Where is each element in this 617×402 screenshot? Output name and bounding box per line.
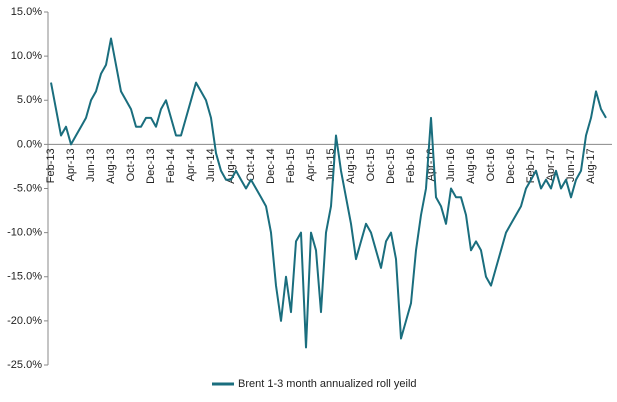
x-tick-label: Apr-13 xyxy=(65,148,77,181)
x-tick-label: Feb-14 xyxy=(165,148,177,183)
y-tick-label: 5.0% xyxy=(17,94,42,106)
x-tick-label: Feb-16 xyxy=(405,148,417,183)
x-tick-label: Feb-15 xyxy=(285,148,297,183)
x-tick-label: Jun-17 xyxy=(565,148,577,182)
series-line xyxy=(50,37,607,349)
y-tick-label: -10.0% xyxy=(7,227,42,239)
x-tick-label: Apr-17 xyxy=(545,148,557,181)
y-tick-label: 0.0% xyxy=(17,138,42,150)
y-tick-label: -25.0% xyxy=(7,359,42,371)
x-tick-label: Aug-15 xyxy=(345,148,357,183)
x-tick-label: Oct-14 xyxy=(245,148,257,181)
x-tick-label: Aug-16 xyxy=(465,148,477,183)
y-tick-label: -15.0% xyxy=(7,271,42,283)
x-tick-label: Feb-13 xyxy=(45,148,57,183)
x-tick-label: Oct-16 xyxy=(485,148,497,181)
x-tick-label: Dec-16 xyxy=(505,148,517,183)
x-tick-label: Apr-14 xyxy=(185,148,197,181)
x-tick-label: Jun-16 xyxy=(445,148,457,182)
x-tick-label: Aug-17 xyxy=(585,148,597,183)
legend-label: Brent 1-3 month annualized roll yeild xyxy=(238,378,417,390)
x-tick-label: Oct-15 xyxy=(365,148,377,181)
x-tick-label: Dec-15 xyxy=(385,148,397,183)
y-tick-label: 15.0% xyxy=(11,6,42,18)
x-tick-label: Aug-13 xyxy=(105,148,117,183)
x-tick-label: Jun-13 xyxy=(85,148,97,182)
y-tick-label: 10.0% xyxy=(11,50,42,62)
x-tick-label: Oct-13 xyxy=(125,148,137,181)
y-tick-label: -5.0% xyxy=(13,182,42,194)
y-tick-label: -20.0% xyxy=(7,315,42,327)
x-tick-label: Jun-14 xyxy=(205,148,217,182)
x-tick-label: Dec-13 xyxy=(145,148,157,183)
x-tick-label: Dec-14 xyxy=(265,148,277,183)
x-tick-label: Apr-15 xyxy=(305,148,317,181)
